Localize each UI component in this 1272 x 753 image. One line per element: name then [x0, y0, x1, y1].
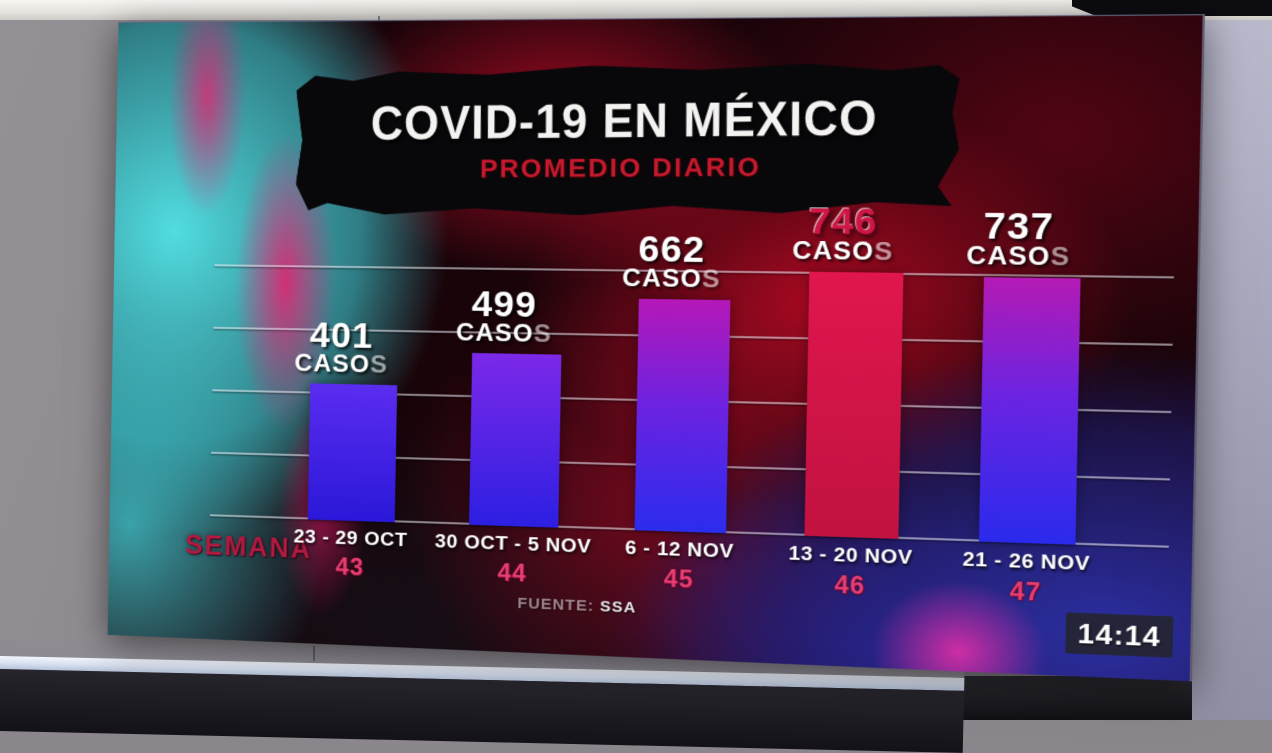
- bar-group: 662 CASOS 6 - 12 NOV 45: [596, 160, 772, 593]
- bar: [634, 298, 730, 534]
- bar-value-label: 662 CASOS: [621, 228, 721, 294]
- wall-seam-line: [313, 646, 315, 661]
- bar-category-label: 21 - 26 NOV: [962, 548, 1091, 576]
- bar-value-label: 746 CASOS: [792, 200, 894, 267]
- bar-value: 662: [638, 228, 706, 271]
- source-label: FUENTE:: [517, 594, 595, 616]
- tv-screen: COVID-19 EN MÉXICO PROMEDIO DIARIO 401 C…: [107, 14, 1205, 682]
- source-value: SSA: [599, 597, 637, 617]
- bar-week-number: 45: [663, 564, 695, 593]
- clock-badge: 14:14: [1065, 612, 1174, 658]
- bar-week-number: 47: [1009, 576, 1042, 607]
- clock-time: 14:14: [1077, 616, 1162, 653]
- bar-category-label: 6 - 12 NOV: [624, 537, 735, 563]
- bar-group: 401 CASOS 23 - 29 OCT 43: [271, 159, 438, 580]
- bar-category-label: 30 OCT - 5 NOV: [434, 530, 592, 558]
- bar-category-label: 23 - 29 OCT: [293, 526, 408, 552]
- bar: [803, 271, 903, 539]
- bar-value-label: 737 CASOS: [966, 205, 1071, 272]
- bar-group: 746 CASOS 13 - 20 NOV 46: [765, 161, 946, 600]
- chart-title: COVID-19 EN MÉXICO: [370, 91, 878, 151]
- bar-value: 499: [471, 283, 538, 325]
- bar-value-label: 499 CASOS: [455, 283, 553, 349]
- bar: [468, 352, 561, 528]
- bar-value: 401: [309, 315, 374, 356]
- bar-week-number: 44: [497, 558, 528, 587]
- ceiling-dark-corner: [1072, 0, 1272, 16]
- bar-group: 499 CASOS 30 OCT - 5 NOV 44: [431, 159, 602, 587]
- bar-category-label: 13 - 20 NOV: [788, 542, 914, 570]
- bar-value: 746: [808, 200, 878, 243]
- bar-unit-label: CASOS: [455, 318, 553, 349]
- bar-week-number: 46: [834, 570, 866, 600]
- bar-unit-label: CASOS: [621, 264, 721, 294]
- bar-week-number: 43: [335, 552, 365, 581]
- bar-unit-label: CASOS: [792, 236, 894, 267]
- bar-unit-label: CASOS: [294, 349, 389, 379]
- bar-unit-label: CASOS: [966, 241, 1071, 272]
- bar-value-label: 401 CASOS: [294, 315, 389, 379]
- bar-value: 737: [983, 205, 1055, 248]
- bar: [307, 383, 397, 523]
- bar-group: 737 CASOS 21 - 26 NOV 47: [938, 161, 1123, 606]
- bar-x-labels: 21 - 26 NOV 47: [917, 547, 1136, 611]
- bar: [978, 277, 1080, 545]
- bar-chart: 401 CASOS 23 - 29 OCT 43 499 CASOS 30 OC…: [210, 159, 1174, 606]
